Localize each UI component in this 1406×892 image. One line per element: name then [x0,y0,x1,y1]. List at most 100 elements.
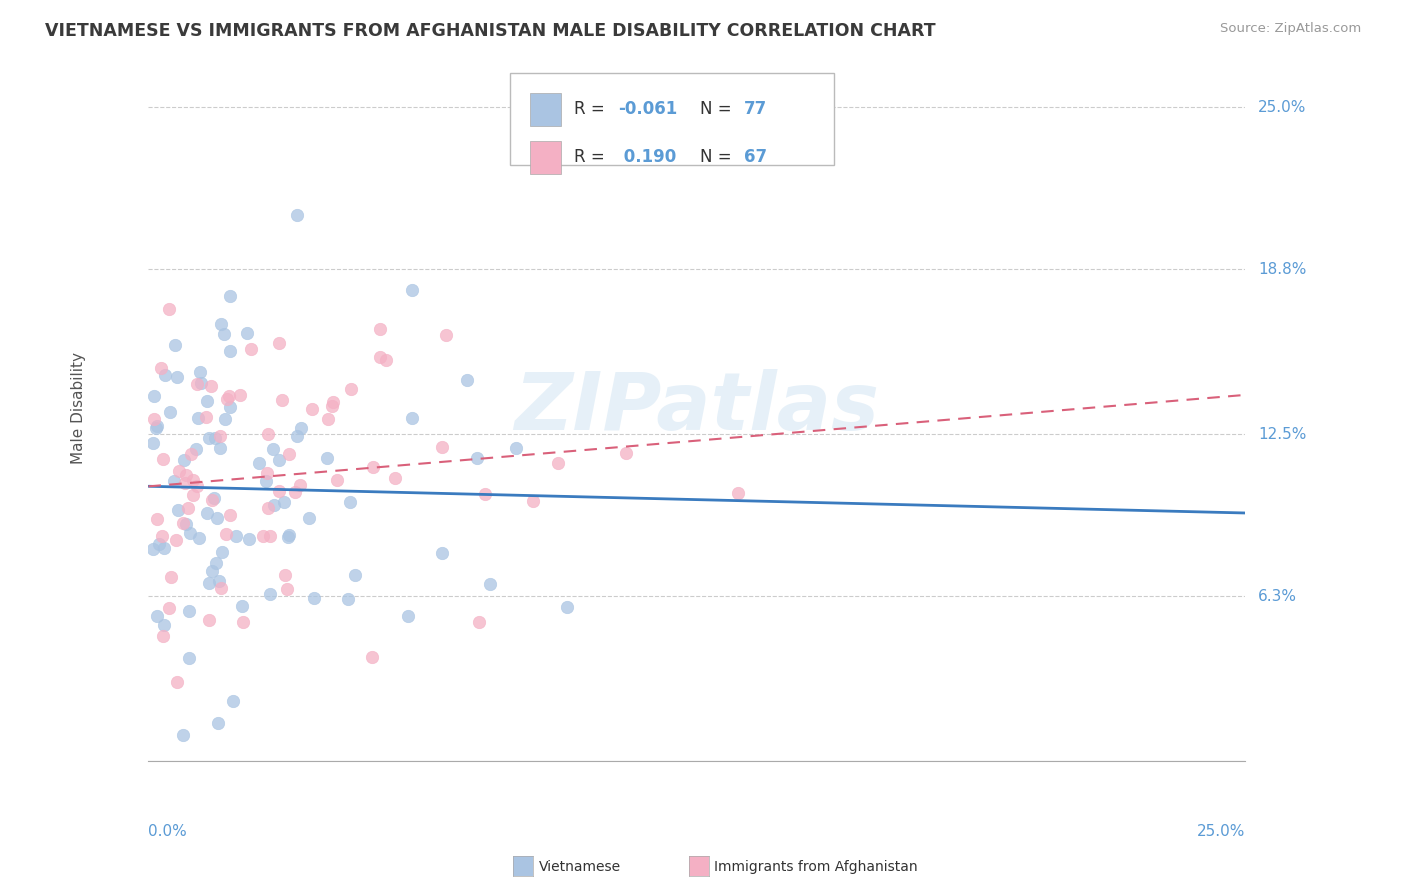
Point [204,491,226,505]
Point [163,338,186,352]
Point [337,592,360,607]
Point [290,420,312,434]
Point [326,473,349,487]
Point [177,604,200,618]
Point [339,495,361,509]
Text: 6.3%: 6.3% [1258,589,1298,604]
Point [180,447,202,461]
Point [225,529,247,543]
Point [430,546,453,560]
Point [179,525,201,540]
Point [259,587,281,601]
Point [301,401,323,416]
Point [401,410,423,425]
Point [368,322,391,336]
Point [284,484,307,499]
Point [152,451,174,466]
Point [401,283,423,297]
Point [143,389,166,403]
Point [229,388,252,402]
Text: Immigrants from Afghanistan: Immigrants from Afghanistan [714,860,918,874]
Point [146,512,169,526]
FancyBboxPatch shape [510,73,834,164]
Point [215,527,238,541]
Point [278,527,301,541]
Point [157,301,180,316]
Point [188,531,211,545]
Point [187,410,209,425]
Point [384,471,406,485]
Point [368,350,391,364]
Point [236,326,259,341]
Point [165,533,187,547]
Point [522,494,544,508]
Point [278,447,301,461]
Point [201,492,224,507]
Point [218,400,240,414]
Point [474,486,496,500]
Point [145,420,167,434]
Point [209,581,232,595]
Point [218,344,240,359]
Text: N =: N = [700,148,737,167]
Point [146,609,169,624]
Point [145,418,167,433]
Point [200,378,222,392]
Point [505,441,527,455]
Point [205,511,228,525]
Point [174,517,197,532]
Text: 18.8%: 18.8% [1258,262,1306,277]
Text: VIETNAMESE VS IMMIGRANTS FROM AFGHANISTAN MALE DISABILITY CORRELATION CHART: VIETNAMESE VS IMMIGRANTS FROM AFGHANISTA… [45,22,935,40]
Point [205,556,228,570]
Point [160,570,183,584]
Point [263,499,285,513]
Point [153,368,176,383]
Point [256,500,278,515]
Point [240,343,263,357]
Point [727,486,749,500]
Point [204,431,226,445]
Point [344,567,367,582]
Point [152,629,174,643]
Text: Vietnamese: Vietnamese [538,860,620,874]
Point [142,541,165,556]
Point [254,474,277,488]
Text: 67: 67 [744,148,768,167]
Text: N =: N = [700,101,737,119]
Point [159,405,181,419]
Point [396,609,419,624]
Text: R =: R = [574,101,610,119]
Point [219,289,242,303]
Point [209,318,232,332]
Point [166,370,188,384]
Point [468,615,491,629]
Point [186,442,208,456]
Point [321,399,343,413]
Point [172,728,194,742]
Point [207,574,229,588]
Point [177,501,200,516]
Point [322,395,344,409]
Point [198,613,221,627]
Point [256,466,278,480]
Text: -0.061: -0.061 [617,101,678,119]
Point [150,361,173,376]
Point [174,476,197,491]
Point [478,576,501,591]
Text: 0.0%: 0.0% [149,823,187,838]
Point [219,508,242,523]
Point [150,529,173,543]
Point [190,376,212,391]
Point [208,442,231,456]
Point [273,495,295,509]
Point [316,450,339,465]
Point [375,353,398,368]
Point [274,568,297,582]
Point [207,716,229,731]
Text: 25.0%: 25.0% [1197,823,1246,838]
Text: 0.190: 0.190 [617,148,676,167]
FancyBboxPatch shape [530,93,561,127]
Point [195,393,218,408]
Point [547,456,569,470]
Point [269,453,291,467]
